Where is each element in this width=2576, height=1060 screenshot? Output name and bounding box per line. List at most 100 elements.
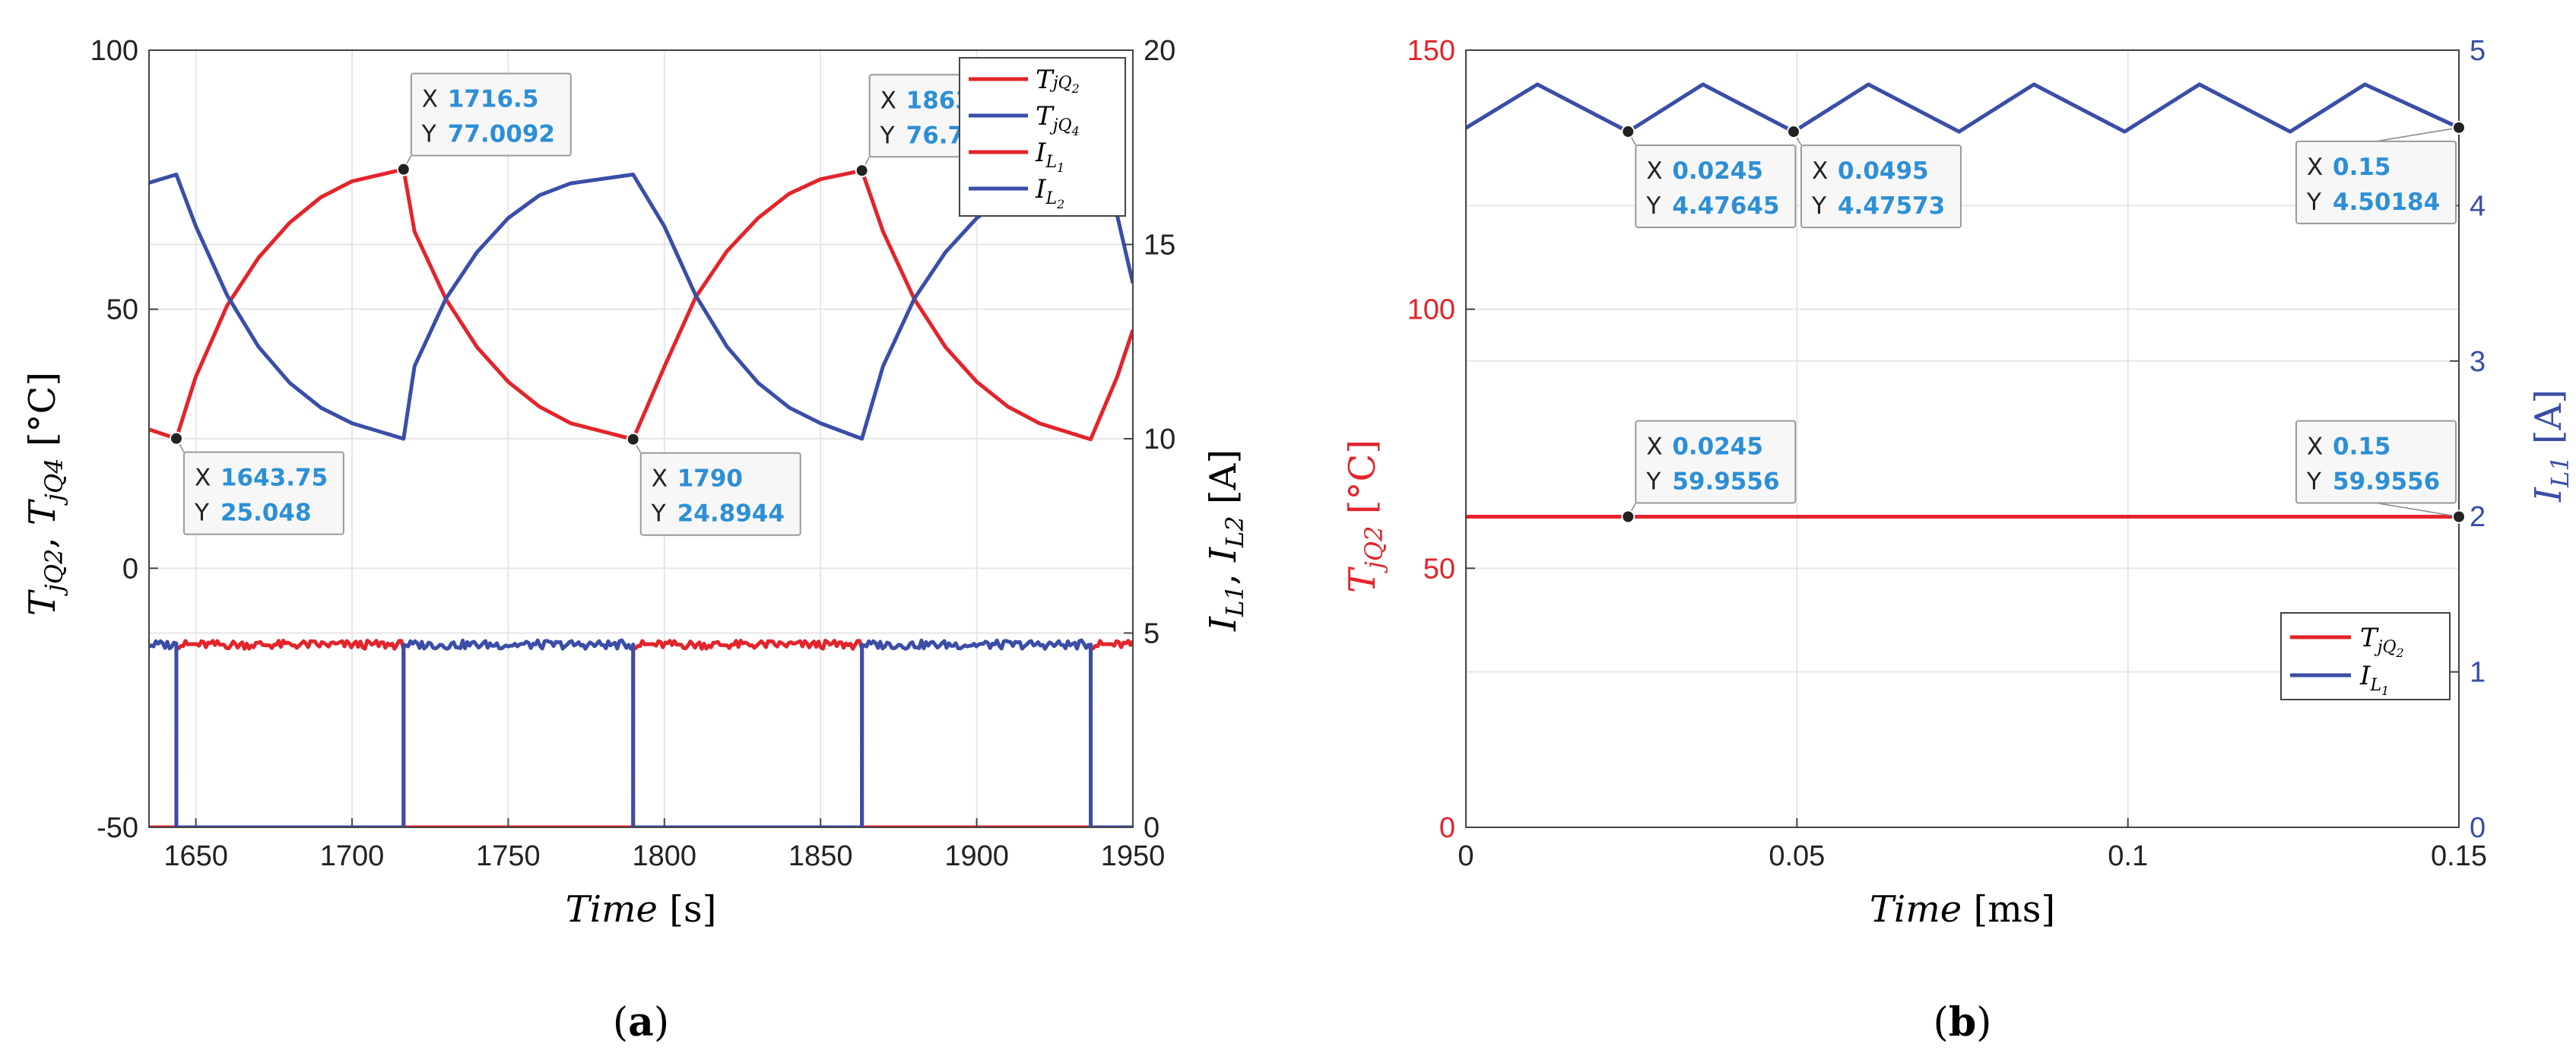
datatip-marker <box>1786 125 1800 139</box>
y-tick-label-right: 2 <box>2470 501 2486 533</box>
series-line-a-2 <box>149 639 1133 827</box>
y-tick-label-left: 0 <box>122 553 138 585</box>
datatip: X 0.0245 Y 59.9556 <box>1621 420 1797 524</box>
datatip-x-label: X <box>880 87 896 114</box>
datatip-x-value: 0.0245 <box>1672 433 1763 461</box>
datatip-x-label: X <box>2307 154 2323 181</box>
panel-b-legend: TjQ2 IL1 <box>2280 612 2451 700</box>
x-tick-label: 0.1 <box>2108 840 2148 872</box>
datatip-y-label: Y <box>1645 468 1661 496</box>
datatip: X 0.15 Y 4.50184 <box>2295 120 2466 224</box>
panel-a-ylabel-left: TjQ2, TjQ4 [°C] <box>21 372 68 616</box>
x-tick-label: 1850 <box>788 840 853 872</box>
datatip-y-label: Y <box>651 500 666 528</box>
datatip-x-label: X <box>422 86 438 113</box>
x-tick-label: 1800 <box>633 840 697 872</box>
x-tick-label: 1700 <box>320 840 385 872</box>
datatip-leader <box>2375 127 2460 142</box>
panel-b-ylabel-left: TjQ2 [°C] <box>1341 440 1388 593</box>
datatip-x-value: 1643.75 <box>220 465 328 492</box>
legend-label-il1: IL1 <box>1035 138 1064 175</box>
panel-a-ylabel-right: IL1, IL2 [A] <box>1202 449 1249 632</box>
panel-a-legend: TjQ2 TjQ4 IL1 IL2 <box>959 57 1126 217</box>
panel-a: 1650 1700 1750 1800 1850 1900 1950 -50 0 50 100 0 5 1… <box>21 35 1249 1046</box>
datatip-x-label: X <box>1646 157 1662 185</box>
y-tick-label-right: 10 <box>1144 424 1175 455</box>
datatip-marker <box>855 163 869 178</box>
datatip-y-label: Y <box>2306 189 2321 216</box>
x-tick-label: 0 <box>1458 840 1474 872</box>
panel-b-legend-box <box>2280 612 2451 700</box>
datatip-box <box>1800 144 1962 229</box>
datatip-marker <box>1621 125 1635 139</box>
datatip-box <box>182 451 344 535</box>
legend-label-tjq4: TjQ4 <box>1036 101 1080 138</box>
datatip-box <box>1635 420 1797 504</box>
datatip-y-value: 24.8944 <box>677 500 785 528</box>
panel-a-ticks: 1650 1700 1750 1800 1850 1900 1950 -50 0 50 100 0 5 1… <box>90 35 1176 872</box>
y-tick-label-right: 5 <box>1144 618 1160 650</box>
datatip-box <box>410 72 572 157</box>
panel-b-datatips: X 0.0245 Y 4.47645 X 0.0495 Y 4.47573 X 0.15… <box>1621 120 2466 524</box>
y-tick-label-right: 0 <box>1144 812 1160 844</box>
datatip-box <box>2295 140 2457 224</box>
datatip-y-value: 4.50184 <box>2333 189 2440 216</box>
datatip-marker <box>2452 509 2466 524</box>
y-tick-label-left: -50 <box>97 812 138 844</box>
y-tick-label-left: 50 <box>1423 553 1455 585</box>
datatip-x-value: 0.0495 <box>1838 157 1929 185</box>
datatip-x-value: 0.15 <box>2333 154 2391 181</box>
legend-label-b-il1: IL1 <box>2359 661 2389 698</box>
datatip-y-label: Y <box>1811 192 1826 220</box>
datatip-marker <box>396 162 411 176</box>
datatip-marker <box>169 431 183 446</box>
series-line-a-3 <box>149 638 1133 827</box>
panel-b-caption: (b) <box>1934 999 1992 1046</box>
datatip-y-value: 59.9556 <box>1672 468 1779 496</box>
datatip-box <box>1635 144 1797 229</box>
y-tick-label-right: 20 <box>1144 35 1175 67</box>
datatip-y-label: Y <box>880 122 895 149</box>
y-tick-label-right: 0 <box>2470 812 2486 844</box>
legend-label-tjq2-text: jQ <box>1049 74 1072 93</box>
datatip: X 0.15 Y 59.9556 <box>2295 420 2466 524</box>
panel-b-ylabel-right: IL1 [A] <box>2527 389 2574 503</box>
y-tick-label-left: 100 <box>1407 294 1455 326</box>
datatip: X 0.0495 Y 4.47573 <box>1786 125 1962 229</box>
legend-label-b-tjq2: TjQ2 <box>2360 623 2404 660</box>
panel-a-xlabel: Time [s] <box>566 888 717 931</box>
y-tick-label-right: 1 <box>2470 657 2486 689</box>
datatip-x-value: 1790 <box>677 465 743 493</box>
datatip: X 0.0245 Y 4.47645 <box>1621 125 1797 229</box>
datatip-box <box>639 452 801 536</box>
x-tick-label: 1650 <box>163 840 228 872</box>
datatip-y-label: Y <box>194 500 209 527</box>
datatip-x-label: X <box>2307 433 2323 461</box>
datatip-box <box>2295 420 2457 504</box>
x-tick-label: 1950 <box>1101 840 1166 872</box>
y-tick-label-left: 0 <box>1439 812 1455 844</box>
datatip-marker <box>2452 120 2466 135</box>
series-line-a-0 <box>149 167 1133 442</box>
datatip-y-value: 25.048 <box>220 500 312 527</box>
datatip-x-value: 0.15 <box>2333 433 2391 461</box>
datatip-y-value: 59.9556 <box>2333 468 2440 496</box>
panel-b-xlabel: Time [ms] <box>1870 888 2055 931</box>
datatip-x-value: 1716.5 <box>448 86 539 113</box>
y-tick-label-right: 3 <box>2470 346 2486 378</box>
datatip: X 1643.75 Y 25.048 <box>169 431 344 535</box>
y-tick-label-right: 15 <box>1144 230 1175 262</box>
datatip-y-value: 4.47645 <box>1672 192 1779 220</box>
panel-b-axes-box <box>1465 49 2460 828</box>
datatip-x-value: 0.0245 <box>1672 157 1763 185</box>
datatip-x-label: X <box>1646 433 1662 461</box>
datatip-x-label: X <box>1812 157 1828 185</box>
datatip-y-label: Y <box>2306 468 2321 496</box>
datatip-y-value: 4.47573 <box>1838 192 1945 220</box>
x-tick-label: 0.05 <box>1769 840 1825 872</box>
x-tick-label: 1750 <box>476 840 541 872</box>
datatip: X 1790 Y 24.8944 <box>626 432 801 536</box>
